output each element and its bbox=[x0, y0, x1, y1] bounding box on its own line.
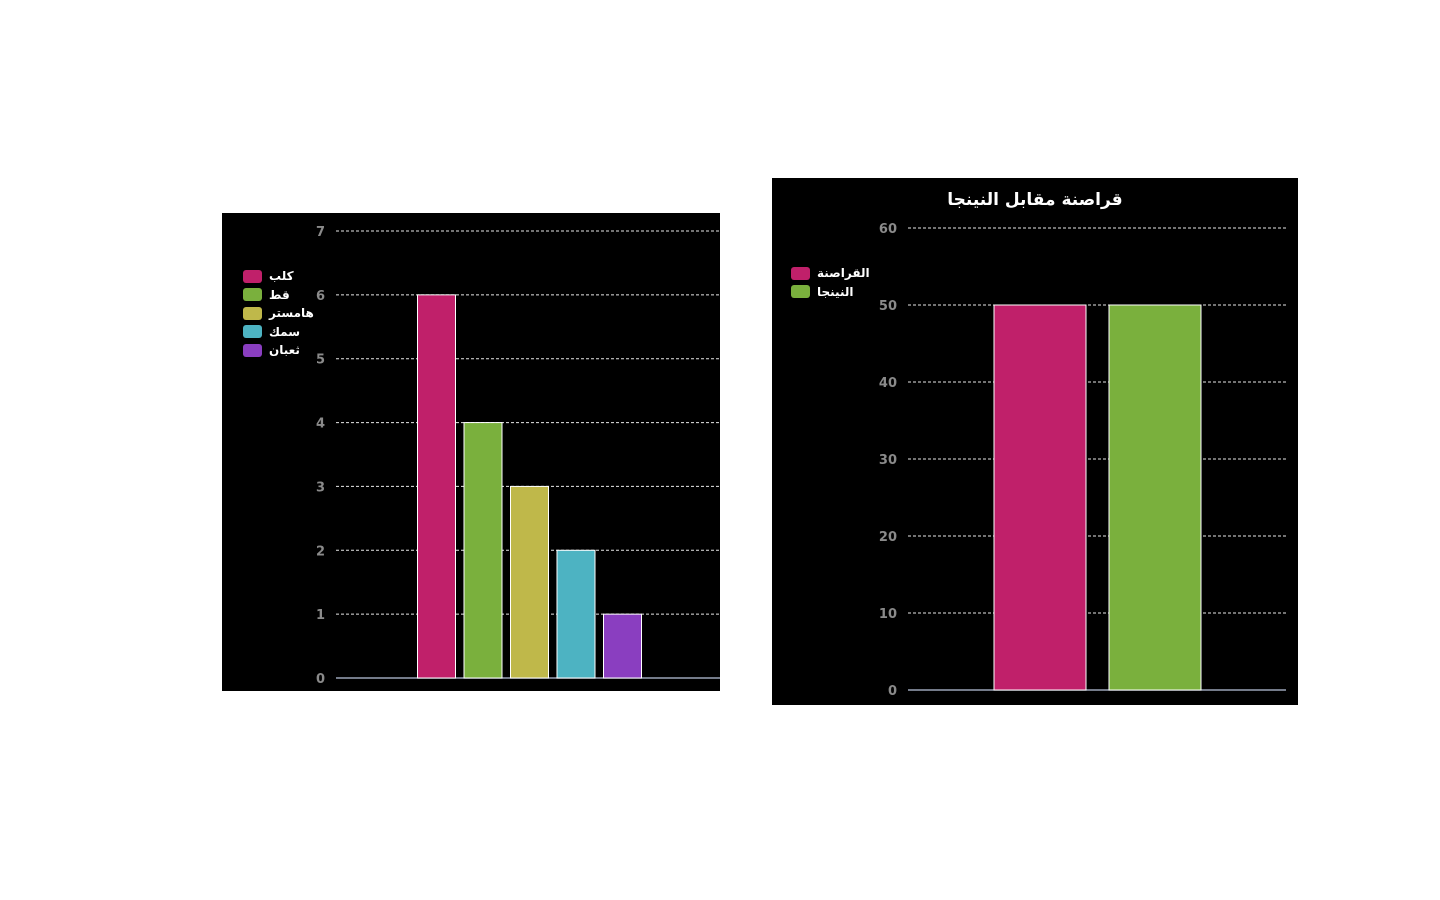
pirates-ninjas-bar-chart: 0 10 20 30 40 50 60 bbox=[879, 222, 1286, 699]
legend-item[interactable]: النينجا bbox=[791, 283, 870, 302]
legend-item[interactable]: سمك bbox=[243, 323, 314, 342]
bar-1[interactable] bbox=[993, 304, 1087, 691]
pets-bar-chart: 0 1 2 3 4 5 6 7 bbox=[316, 225, 720, 687]
y-tick-label: 60 bbox=[879, 222, 897, 237]
y-tick-label: 4 bbox=[316, 417, 325, 432]
y-tick-label: 40 bbox=[879, 376, 897, 391]
bar-4[interactable] bbox=[556, 549, 596, 679]
legend-label: ثعبان bbox=[269, 343, 300, 358]
legend-swatch bbox=[243, 288, 262, 302]
legend-swatch bbox=[791, 266, 810, 280]
legend-label: القراصنة bbox=[817, 266, 870, 281]
y-tick-label: 2 bbox=[316, 544, 325, 559]
chart-legend: كلب قط هامستر سمك ثعبان bbox=[243, 267, 314, 360]
bar-3[interactable] bbox=[510, 485, 549, 679]
y-tick-label: 0 bbox=[888, 684, 897, 699]
y-tick-label: 50 bbox=[879, 299, 897, 314]
legend-label: قط bbox=[269, 287, 290, 302]
y-tick-label: 10 bbox=[879, 607, 897, 622]
legend-swatch bbox=[243, 343, 262, 357]
y-tick-label: 6 bbox=[316, 289, 325, 304]
legend-item[interactable]: القراصنة bbox=[791, 264, 870, 283]
legend-swatch bbox=[243, 325, 262, 339]
legend-item[interactable]: ثعبان bbox=[243, 341, 314, 360]
bar-5[interactable] bbox=[603, 613, 642, 679]
y-tick-label: 30 bbox=[879, 453, 897, 468]
pirates-ninjas-chart-panel: 0 10 20 30 40 50 60 قراصنة مقابل النينجا القرا… bbox=[772, 178, 1298, 705]
legend-label: النينجا bbox=[817, 284, 854, 299]
bar-2[interactable] bbox=[463, 422, 503, 679]
legend-label: سمك bbox=[269, 324, 301, 339]
y-tick-label: 7 bbox=[316, 225, 325, 240]
y-tick-label: 5 bbox=[316, 353, 325, 368]
legend-swatch bbox=[243, 269, 262, 283]
chart-title: قراصنة مقابل النينجا bbox=[947, 190, 1123, 210]
y-tick-label: 3 bbox=[316, 480, 325, 495]
legend-item[interactable]: قط bbox=[243, 286, 314, 305]
y-tick-label: 0 bbox=[316, 672, 325, 687]
legend-item[interactable]: هامستر bbox=[243, 304, 314, 323]
legend-label: هامستر bbox=[269, 306, 314, 321]
legend-swatch bbox=[791, 285, 810, 299]
pets-chart-panel: 0 1 2 3 4 5 6 7 كلب قط هامستر سمك ثعبان bbox=[222, 213, 720, 691]
y-tick-label: 20 bbox=[879, 530, 897, 545]
y-tick-label: 1 bbox=[316, 608, 325, 623]
bar-2[interactable] bbox=[1108, 304, 1202, 691]
legend-label: كلب bbox=[269, 269, 294, 284]
legend-swatch bbox=[243, 306, 262, 320]
bar-1[interactable] bbox=[417, 294, 456, 679]
legend-item[interactable]: كلب bbox=[243, 267, 314, 286]
chart-legend: القراصنة النينجا bbox=[791, 264, 870, 301]
